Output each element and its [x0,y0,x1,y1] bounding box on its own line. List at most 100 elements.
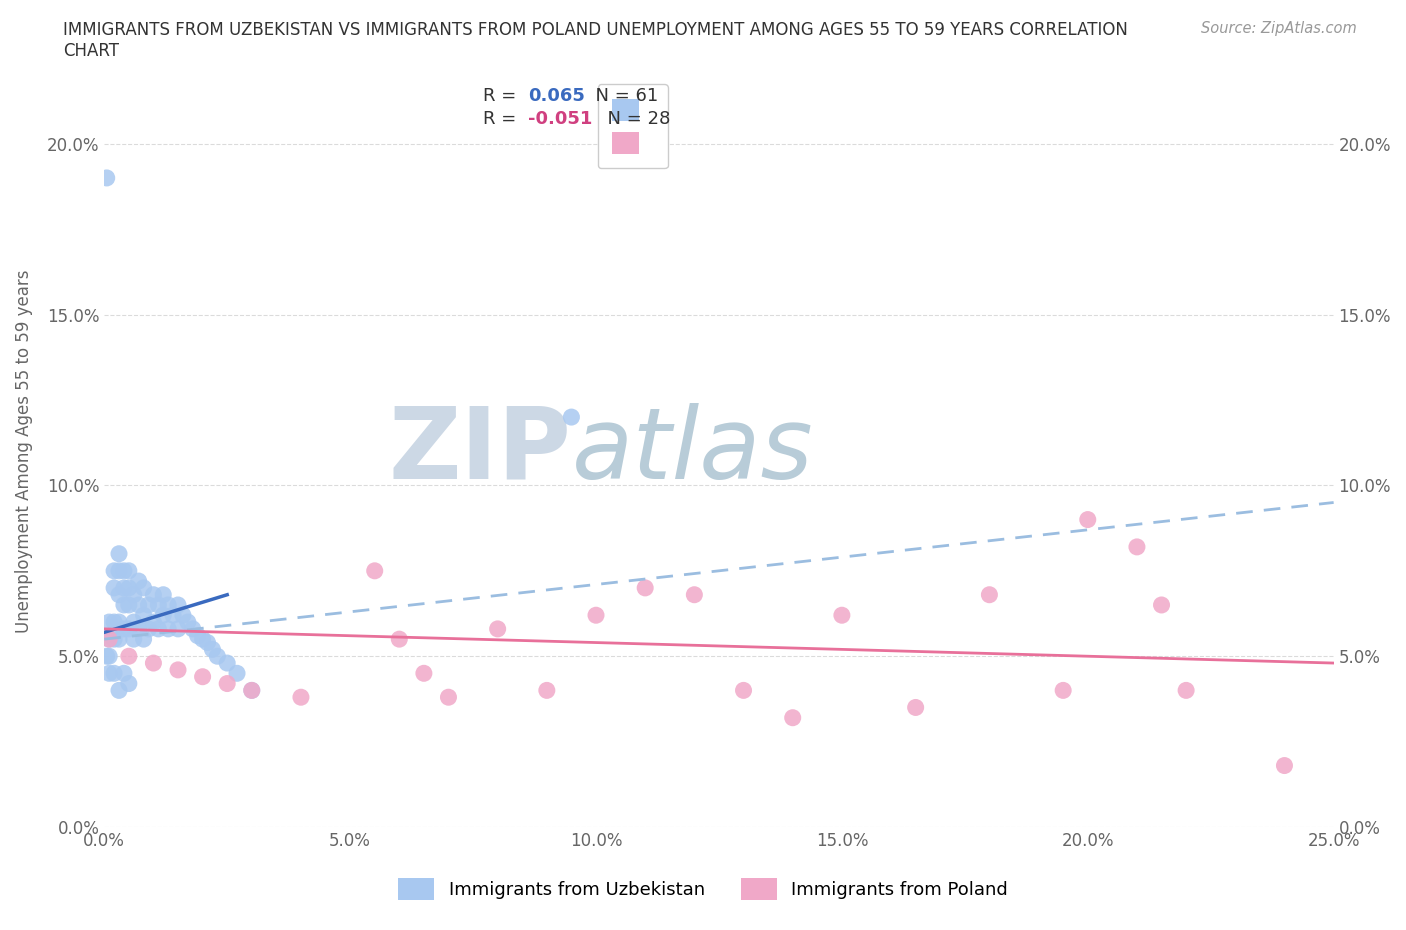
Point [108,615,131,630]
Point [191,631,214,646]
Point [177,615,200,630]
Point [108,683,131,698]
Point [181,621,204,636]
Point [148,621,170,636]
Point [201,642,224,657]
Text: -0.051: -0.051 [529,110,593,128]
Point [108,631,131,646]
Point [118,564,141,578]
Point [1126,539,1149,554]
Point [207,649,229,664]
Point [132,608,155,623]
Text: N = 61: N = 61 [583,87,658,105]
Text: CHART: CHART [63,42,120,60]
Point [1077,512,1099,527]
Point [128,621,150,636]
Point [98,631,121,646]
Point [118,598,141,613]
Point [108,546,131,561]
Point [112,564,135,578]
Point [98,631,121,646]
Point [412,666,434,681]
Text: Source: ZipAtlas.com: Source: ZipAtlas.com [1201,21,1357,36]
Point [437,690,460,705]
Y-axis label: Unemployment Among Ages 55 to 59 years: Unemployment Among Ages 55 to 59 years [15,270,32,633]
Point [142,587,165,602]
Point [103,564,125,578]
Point [138,621,160,636]
Point [98,615,121,630]
Point [128,598,150,613]
Point [1052,683,1074,698]
Point [157,621,180,636]
Point [103,580,125,595]
Point [197,635,219,650]
Text: N = 28: N = 28 [596,110,671,128]
Point [96,649,118,664]
Text: atlas: atlas [571,403,813,499]
Point [118,580,141,595]
Point [122,615,145,630]
Point [98,649,121,664]
Point [96,170,118,185]
Point [112,598,135,613]
Point [112,580,135,595]
Legend: , : , [598,85,668,168]
Point [217,676,239,691]
Point [118,649,141,664]
Point [187,629,209,644]
Point [240,683,263,698]
Text: ZIP: ZIP [388,403,571,499]
Point [683,587,706,602]
Point [167,662,190,677]
Point [112,666,135,681]
Point [148,598,170,613]
Point [132,631,155,646]
Point [290,690,312,705]
Point [157,598,180,613]
Point [1150,598,1173,613]
Point [162,608,184,623]
Point [108,587,131,602]
Point [112,621,135,636]
Point [904,700,927,715]
Point [167,598,190,613]
Point [103,666,125,681]
Point [132,580,155,595]
Text: IMMIGRANTS FROM UZBEKISTAN VS IMMIGRANTS FROM POLAND UNEMPLOYMENT AMONG AGES 55 : IMMIGRANTS FROM UZBEKISTAN VS IMMIGRANTS… [63,21,1128,39]
Point [122,631,145,646]
Point [733,683,755,698]
Point [979,587,1001,602]
Point [122,587,145,602]
Point [108,564,131,578]
Point [191,670,214,684]
Point [226,666,249,681]
Point [142,656,165,671]
Point [388,631,411,646]
Point [152,608,174,623]
Point [103,631,125,646]
Point [486,621,509,636]
Point [217,656,239,671]
Point [142,615,165,630]
Point [560,409,582,424]
Point [103,615,125,630]
Point [118,676,141,691]
Legend: Immigrants from Uzbekistan, Immigrants from Poland: Immigrants from Uzbekistan, Immigrants f… [391,870,1015,907]
Point [167,621,190,636]
Point [831,608,853,623]
Point [364,564,387,578]
Point [118,621,141,636]
Point [172,608,194,623]
Point [536,683,558,698]
Point [98,666,121,681]
Point [240,683,263,698]
Point [1274,758,1296,773]
Point [634,580,657,595]
Point [585,608,607,623]
Point [128,574,150,589]
Text: R =: R = [482,110,522,128]
Point [152,587,174,602]
Point [1175,683,1198,698]
Point [138,598,160,613]
